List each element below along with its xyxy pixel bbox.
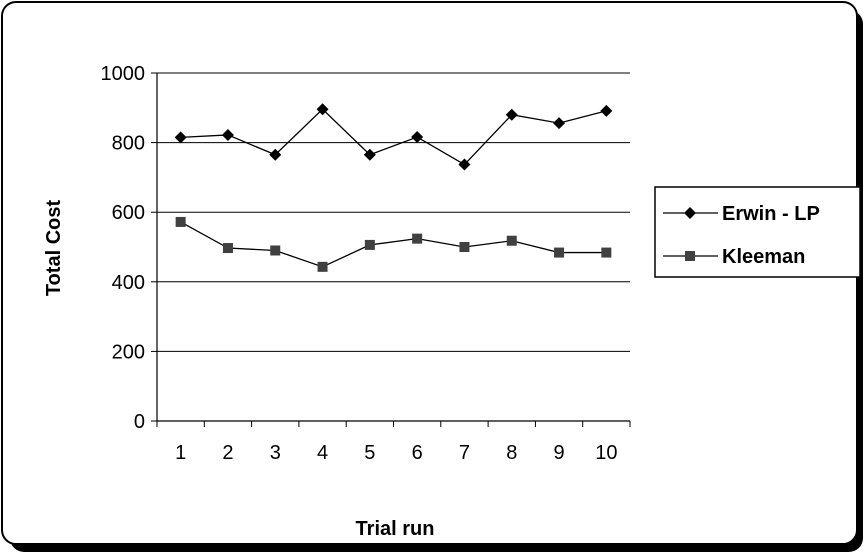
data-point bbox=[222, 243, 233, 254]
legend-item: Erwin - LP bbox=[663, 203, 820, 225]
y-tick-label: 1000 bbox=[101, 63, 146, 85]
x-tick-labels: 1 2 3 4 5 6 7 8 9 10 bbox=[175, 442, 617, 464]
data-point bbox=[553, 117, 566, 130]
data-point bbox=[221, 128, 234, 141]
data-point bbox=[506, 235, 517, 246]
series-1 bbox=[174, 103, 613, 171]
data-point bbox=[505, 108, 518, 121]
x-tick-label: 8 bbox=[506, 442, 517, 464]
data-point bbox=[270, 245, 281, 256]
legend-item: Kleeman bbox=[663, 246, 805, 268]
y-tick-label: 600 bbox=[112, 202, 145, 224]
data-point bbox=[600, 104, 613, 117]
data-point bbox=[412, 233, 423, 244]
x-tick-label: 6 bbox=[412, 442, 423, 464]
data-point bbox=[554, 247, 565, 258]
data-point bbox=[458, 158, 471, 171]
legend-label: Erwin - LP bbox=[722, 203, 820, 225]
series-line bbox=[180, 108, 607, 166]
x-tick-label: 4 bbox=[317, 442, 328, 464]
axes bbox=[151, 72, 631, 427]
data-point bbox=[317, 261, 328, 272]
legend-label: Kleeman bbox=[722, 246, 805, 268]
x-tick-label: 9 bbox=[553, 442, 564, 464]
gridlines bbox=[157, 72, 630, 352]
legend: Erwin - LP Kleeman bbox=[654, 186, 861, 278]
series-line bbox=[180, 221, 607, 268]
x-tick-label: 3 bbox=[270, 442, 281, 464]
y-axis-title: Total Cost bbox=[43, 200, 65, 297]
y-tick-label: 0 bbox=[134, 411, 145, 433]
y-tick-labels: 0 200 400 600 800 1000 bbox=[101, 63, 146, 433]
data-point bbox=[411, 131, 424, 144]
legend-box bbox=[654, 186, 861, 278]
series bbox=[174, 103, 613, 272]
series-2 bbox=[175, 216, 612, 272]
data-point bbox=[363, 148, 376, 161]
x-tick-label: 5 bbox=[364, 442, 375, 464]
data-point bbox=[364, 239, 375, 250]
y-tick-label: 400 bbox=[112, 272, 145, 294]
data-point bbox=[174, 131, 187, 144]
data-point bbox=[601, 247, 612, 258]
data-point bbox=[269, 148, 282, 161]
x-tick-label: 1 bbox=[175, 442, 186, 464]
data-point bbox=[175, 216, 186, 227]
y-tick-label: 200 bbox=[112, 341, 145, 363]
data-point bbox=[459, 242, 470, 252]
data-point bbox=[316, 103, 329, 116]
legend-marker bbox=[684, 207, 696, 219]
legend-items: Erwin - LP Kleeman bbox=[663, 203, 820, 268]
x-tick-label: 7 bbox=[459, 442, 470, 464]
x-axis-title: Trial run bbox=[356, 518, 435, 540]
y-tick-label: 800 bbox=[112, 133, 145, 155]
x-tick-label: 2 bbox=[222, 442, 233, 464]
legend-marker bbox=[685, 251, 695, 261]
x-tick-label: 10 bbox=[595, 442, 617, 464]
